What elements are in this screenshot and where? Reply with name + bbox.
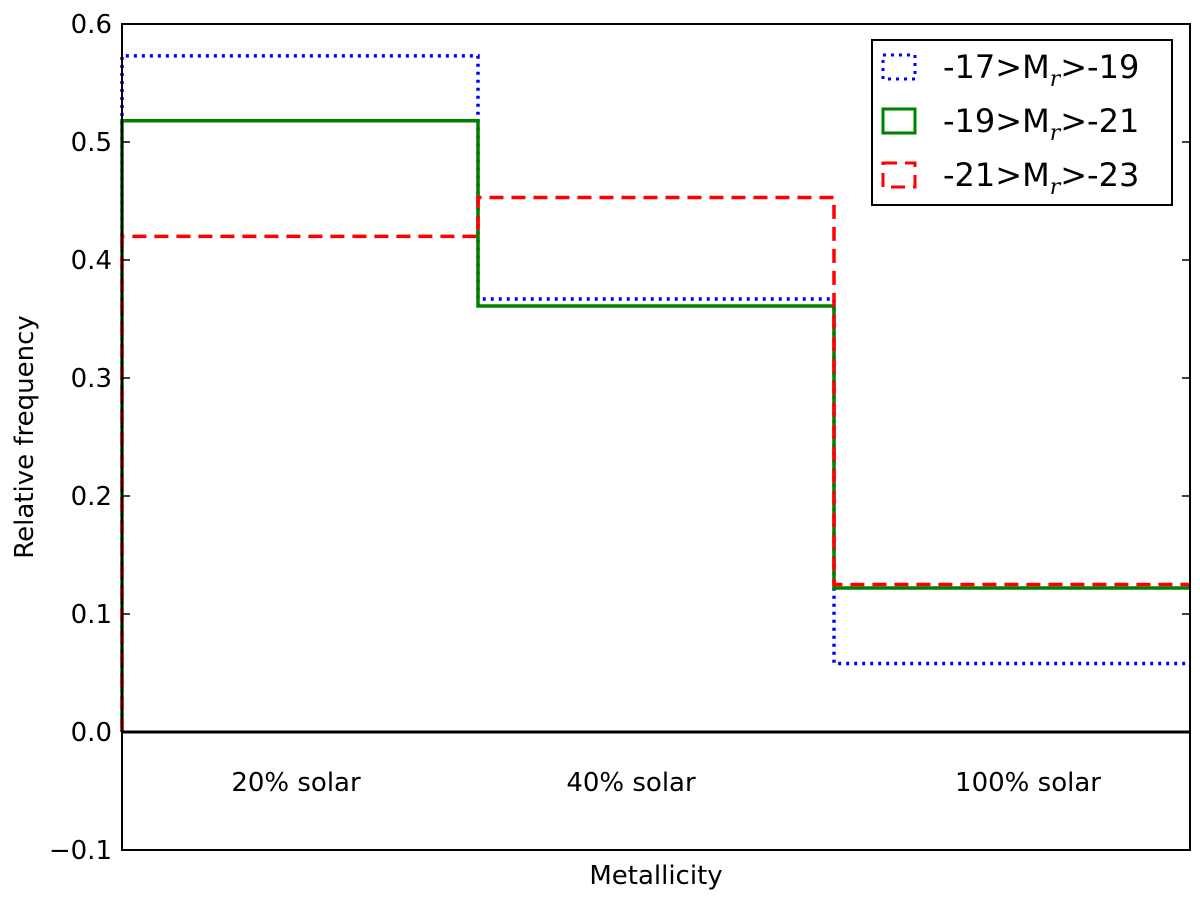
legend-label: -21>Mr>-23 (943, 156, 1139, 200)
legend-swatch (881, 107, 917, 135)
y-axis-ticks: 0.6 0.5 0.4 0.3 0.2 0.1 0.0 −0.1 (49, 10, 1190, 866)
legend-box (871, 39, 1173, 206)
plot-frame (121, 23, 1191, 851)
category-label: 100% solar (955, 768, 1101, 798)
y-tick-label: 0.0 (71, 718, 112, 748)
y-tick-label: 0.6 (71, 10, 112, 40)
legend-label: -17>Mr>-19 (943, 48, 1139, 92)
legend-swatch (881, 53, 917, 81)
y-tick-label: 0.2 (71, 482, 112, 512)
category-label: 40% solar (566, 768, 696, 798)
legend-label: -19>Mr>-21 (943, 102, 1139, 146)
category-label: 20% solar (231, 768, 361, 798)
y-tick-label: 0.3 (71, 364, 112, 394)
y-tick-label: −0.1 (49, 836, 112, 866)
series-line-3 (120, 195, 1190, 732)
series-line-2 (120, 119, 1190, 732)
category-labels: 20% solar 40% solar 100% solar (231, 768, 1101, 798)
y-tick-label: 0.4 (71, 246, 112, 276)
y-axis-label: Relative frequency (10, 315, 40, 559)
legend: -17>Mr>-19 -19>Mr>-21 -21>Mr>-23 (871, 39, 1173, 206)
x-axis-label: Metallicity (589, 861, 722, 891)
legend-swatch (881, 161, 917, 189)
y-tick-label: 0.5 (71, 128, 112, 158)
y-tick-label: 0.1 (71, 600, 112, 630)
